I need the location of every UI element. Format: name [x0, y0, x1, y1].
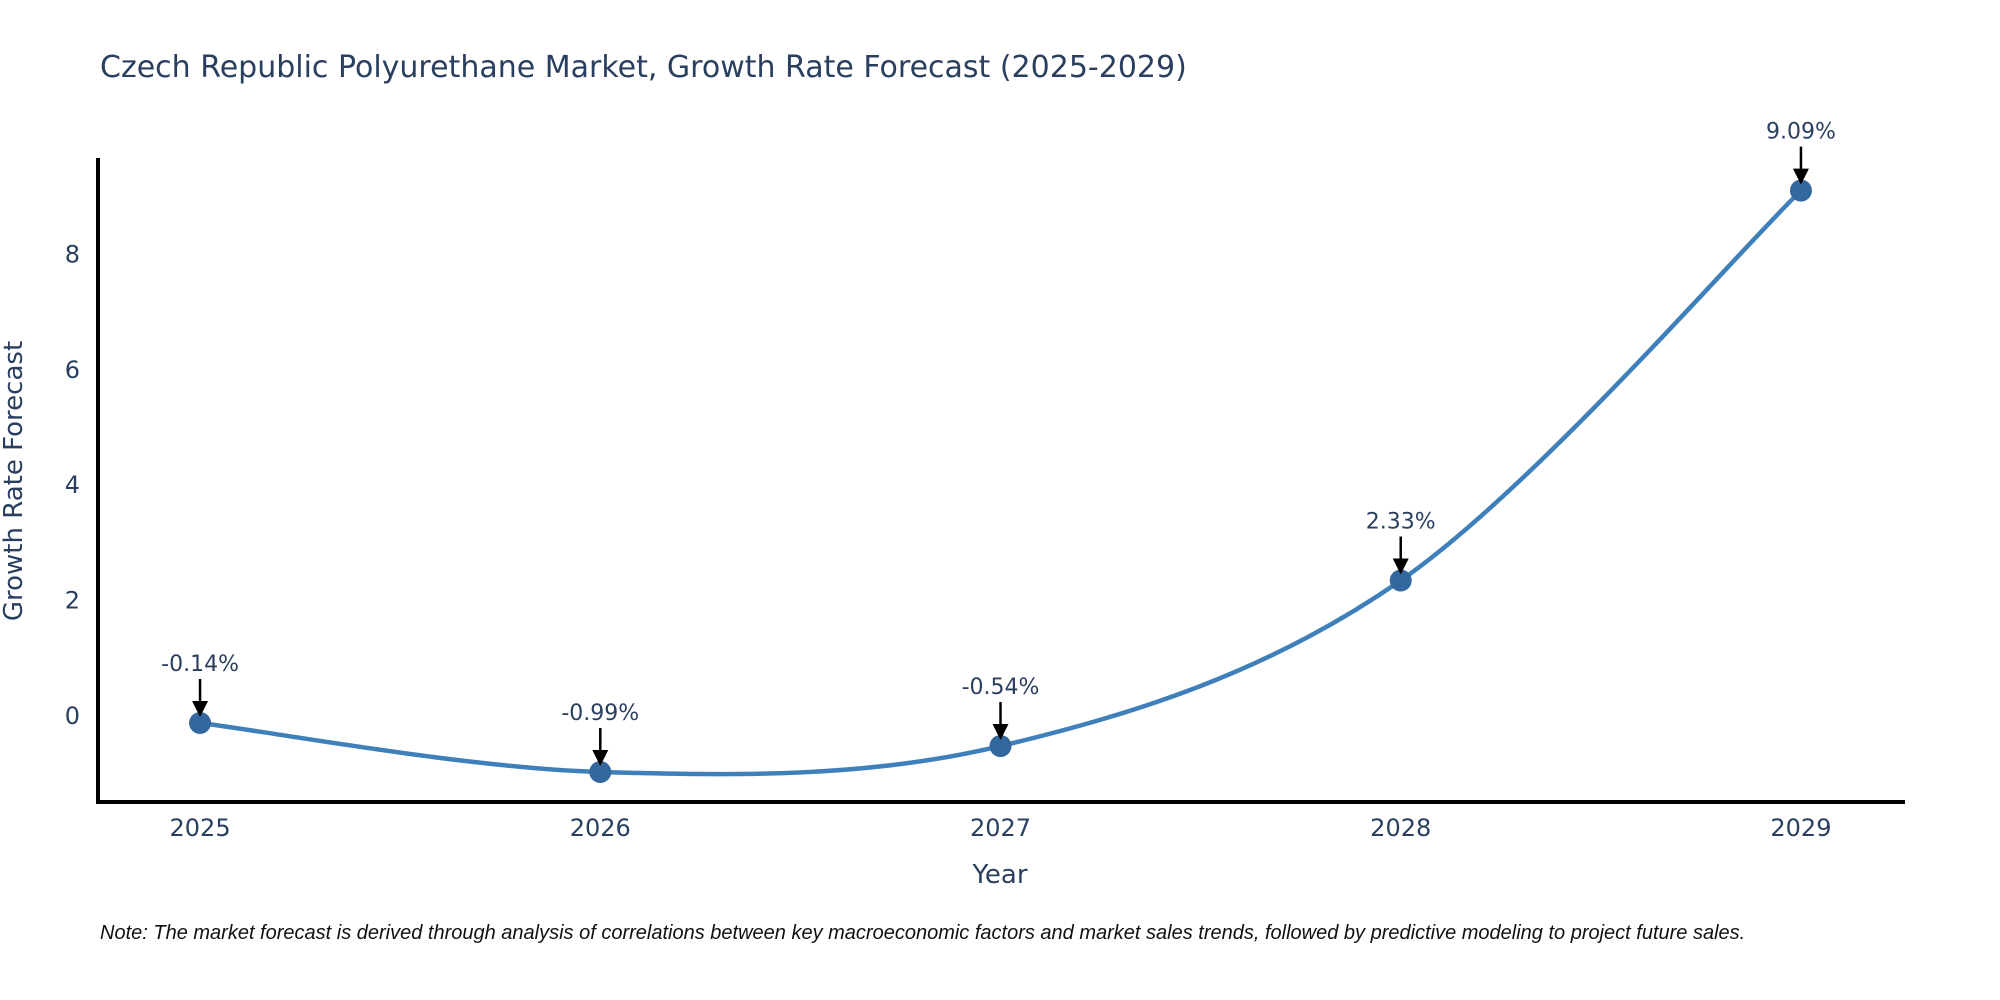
x-axis-title: Year [972, 860, 1028, 890]
y-tick-label: 4 [65, 471, 80, 499]
annotation-arrow-head [592, 750, 609, 767]
footnote: Note: The market forecast is derived thr… [100, 922, 1746, 944]
data-point-marker [989, 735, 1012, 758]
point-annotation: -0.99% [561, 701, 639, 726]
point-annotation: 2.33% [1366, 510, 1436, 535]
x-tick-label: 2027 [970, 814, 1031, 842]
data-point-marker [1389, 569, 1412, 592]
y-tick-label: 2 [65, 587, 80, 615]
annotation-arrow-head [1792, 168, 1809, 185]
data-point-marker [1789, 179, 1812, 202]
y-axis-title: Growth Rate Forecast [0, 340, 29, 622]
data-point-marker [589, 761, 612, 784]
x-tick-label: 2029 [1770, 814, 1831, 842]
y-tick-label: 0 [65, 702, 80, 730]
annotation-arrow-head [192, 700, 209, 717]
point-annotation: -0.14% [161, 652, 239, 677]
chart-title: Czech Republic Polyurethane Market, Grow… [100, 50, 1187, 85]
x-tick-label: 2028 [1370, 814, 1431, 842]
point-annotation: 9.09% [1766, 120, 1836, 145]
annotation-arrow-head [992, 724, 1009, 741]
x-tick-label: 2025 [170, 814, 231, 842]
point-annotation: -0.54% [962, 675, 1040, 700]
y-tick-label: 6 [65, 356, 80, 384]
annotation-arrow-head [1392, 558, 1409, 575]
x-tick-label: 2026 [570, 814, 631, 842]
axis-lines [96, 158, 1905, 804]
y-tick-label: 8 [65, 240, 80, 268]
data-point-marker [189, 711, 212, 734]
